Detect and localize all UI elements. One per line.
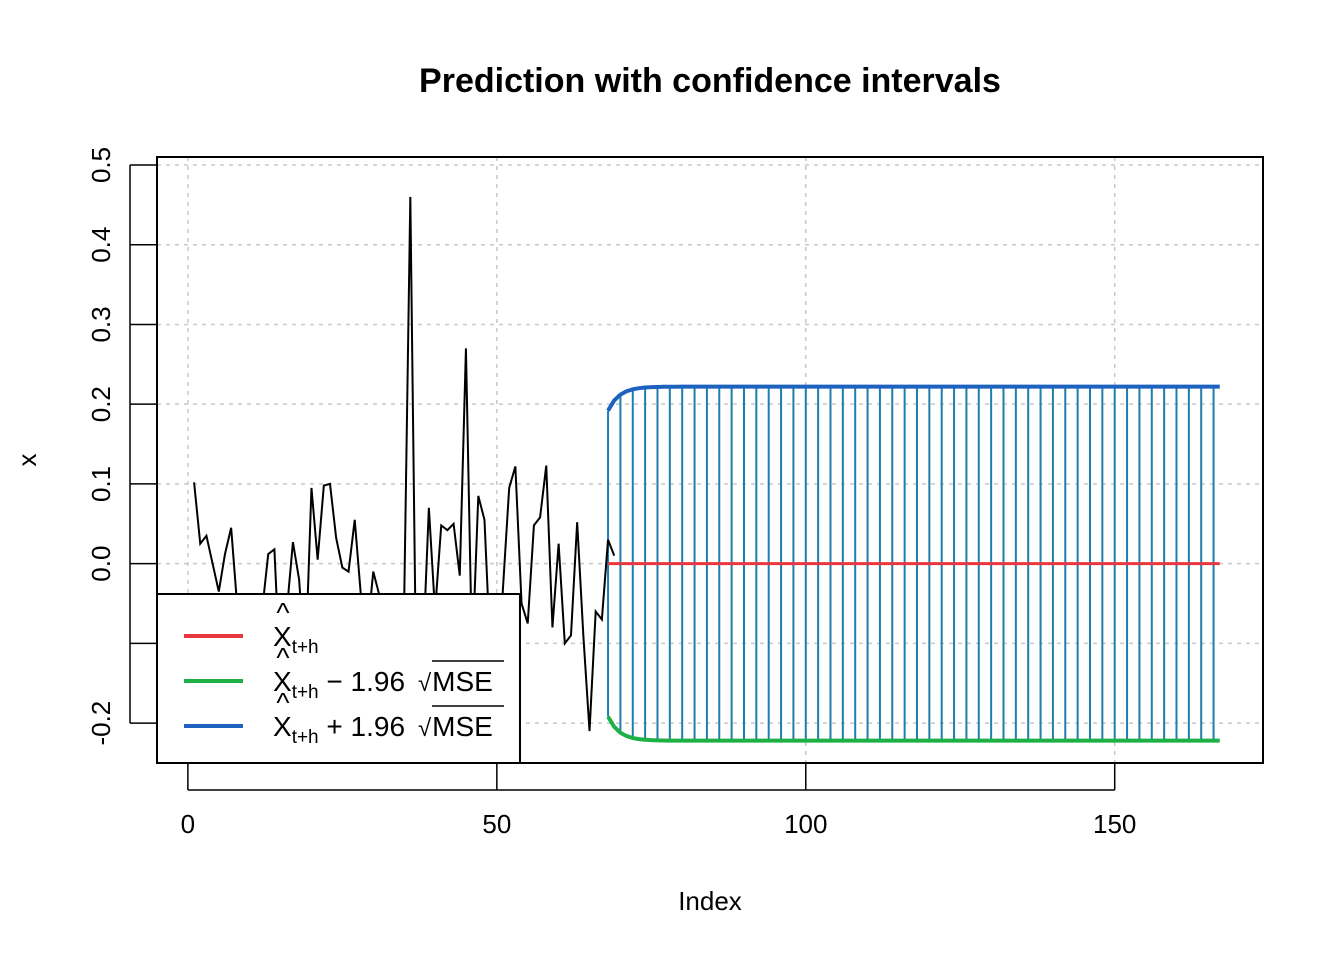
legend-label-upper: Xt+h + 1.96 <box>273 711 405 748</box>
plot-frame <box>156 156 1264 764</box>
legend-hat: ^ <box>276 687 289 718</box>
lower-bound-line <box>606 715 1220 743</box>
y-axis-label: x <box>12 454 42 467</box>
x-tick-label: 0 <box>181 809 195 839</box>
y-tick-label: 0.1 <box>86 466 116 502</box>
legend-hat: ^ <box>276 642 289 673</box>
y-tick-label: 0.3 <box>86 306 116 342</box>
y-tick-label: 0.5 <box>86 147 116 183</box>
legend-label-prediction: Xt+h <box>273 621 319 658</box>
x-axis-label: Index <box>678 886 742 916</box>
legend-hat: ^ <box>276 597 289 628</box>
x-tick-label: 150 <box>1093 809 1136 839</box>
x-tick-label: 50 <box>482 809 511 839</box>
y-tick-label: 0.4 <box>86 227 116 263</box>
y-tick-label: 0.2 <box>86 386 116 422</box>
series-lines <box>193 196 1220 743</box>
legend-box <box>156 593 521 764</box>
axes: 0 50 100 150 -0.2 0.0 0.1 0.2 0.3 0.4 0.5 <box>86 147 1264 839</box>
legend-sqrt-lower: √MSE <box>418 666 493 697</box>
y-tick-label: 0.0 <box>86 546 116 582</box>
legend: ^Xt+h^Xt+h − 1.96 √MSE^Xt+h + 1.96 √MSE <box>156 593 521 764</box>
upper-bound-line <box>606 384 1220 412</box>
chart-title: Prediction with confidence intervals <box>419 62 1001 100</box>
legend-sqrt-upper: √MSE <box>418 711 493 742</box>
y-tick-label: -0.2 <box>86 701 116 746</box>
x-tick-label: 100 <box>784 809 827 839</box>
legend-label-lower: Xt+h − 1.96 <box>273 666 405 703</box>
